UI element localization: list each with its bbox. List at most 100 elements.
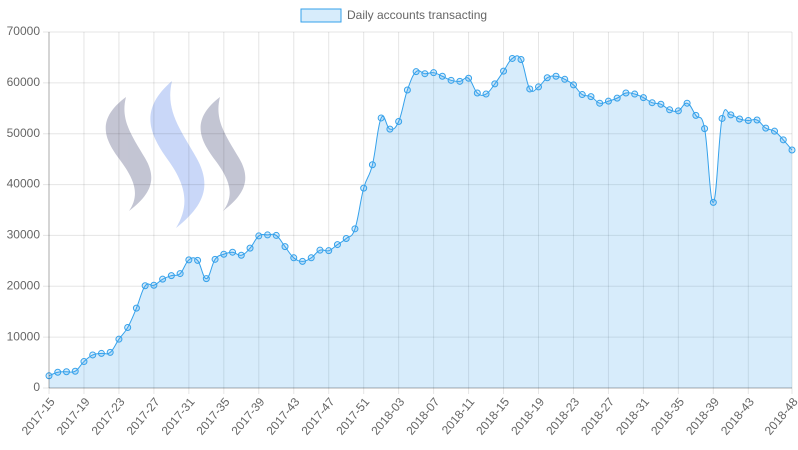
point bbox=[465, 74, 473, 82]
x-tick-label: 2017-39 bbox=[228, 395, 267, 438]
point bbox=[115, 335, 123, 343]
point bbox=[124, 323, 132, 331]
point bbox=[709, 198, 717, 206]
point bbox=[264, 231, 272, 239]
point bbox=[141, 282, 149, 290]
point bbox=[718, 114, 726, 122]
area bbox=[49, 55, 792, 388]
point bbox=[159, 275, 167, 283]
x-tick-label: 2018-31 bbox=[613, 395, 652, 438]
point bbox=[561, 75, 569, 83]
point bbox=[290, 254, 298, 262]
point bbox=[666, 106, 674, 114]
point bbox=[648, 99, 656, 107]
point bbox=[727, 111, 735, 119]
point bbox=[421, 70, 429, 78]
point bbox=[377, 114, 385, 122]
x-tick-label: 2017-47 bbox=[298, 395, 337, 438]
point bbox=[185, 256, 193, 264]
point bbox=[229, 248, 237, 256]
point bbox=[237, 251, 245, 259]
point bbox=[360, 184, 368, 192]
y-tick-label: 20000 bbox=[7, 278, 41, 292]
y-tick-label: 40000 bbox=[7, 177, 41, 191]
point bbox=[333, 241, 341, 249]
point bbox=[631, 90, 639, 98]
point bbox=[62, 368, 70, 376]
point bbox=[403, 86, 411, 94]
x-tick-label: 2017-35 bbox=[194, 395, 233, 438]
point bbox=[552, 72, 560, 80]
point bbox=[368, 161, 376, 169]
point bbox=[587, 93, 595, 101]
x-tick-label: 2018-11 bbox=[439, 395, 478, 437]
point bbox=[613, 94, 621, 102]
point bbox=[176, 270, 184, 278]
point bbox=[211, 255, 219, 263]
point bbox=[779, 136, 787, 144]
point bbox=[753, 116, 761, 124]
point bbox=[272, 231, 280, 239]
point bbox=[508, 54, 516, 62]
x-tick-label: 2017-31 bbox=[159, 395, 198, 438]
x-tick-label: 2017-51 bbox=[333, 395, 372, 438]
point bbox=[167, 272, 175, 280]
point bbox=[202, 275, 210, 283]
legend-label: Daily accounts transacting bbox=[347, 8, 487, 22]
point bbox=[150, 281, 158, 289]
point bbox=[639, 94, 647, 102]
point bbox=[762, 124, 770, 132]
point bbox=[220, 250, 228, 258]
point bbox=[578, 91, 586, 99]
y-tick-label: 50000 bbox=[7, 126, 41, 140]
point bbox=[386, 125, 394, 133]
point bbox=[80, 358, 88, 366]
point bbox=[194, 256, 202, 264]
y-tick-label: 0 bbox=[33, 380, 40, 394]
point bbox=[89, 351, 97, 359]
x-tick-label: 2018-43 bbox=[718, 395, 757, 438]
point bbox=[701, 125, 709, 133]
point bbox=[351, 225, 359, 233]
point bbox=[246, 244, 254, 252]
point bbox=[447, 76, 455, 84]
point bbox=[736, 115, 744, 123]
y-tick-label: 10000 bbox=[7, 329, 41, 343]
point bbox=[473, 89, 481, 97]
point bbox=[342, 234, 350, 242]
point bbox=[45, 372, 53, 380]
point bbox=[692, 111, 700, 119]
point bbox=[604, 97, 612, 105]
point bbox=[132, 304, 140, 312]
x-tick-label: 2018-03 bbox=[368, 395, 407, 438]
x-tick-label: 2018-39 bbox=[683, 395, 722, 438]
x-tick-label: 2018-27 bbox=[578, 395, 617, 438]
point bbox=[307, 254, 315, 262]
y-tick-label: 60000 bbox=[7, 75, 41, 89]
point bbox=[491, 80, 499, 88]
point bbox=[569, 81, 577, 89]
point bbox=[298, 257, 306, 265]
point bbox=[97, 349, 105, 357]
point bbox=[54, 368, 62, 376]
point bbox=[674, 107, 682, 115]
x-tick-label: 2018-15 bbox=[473, 395, 512, 438]
legend-swatch bbox=[300, 8, 342, 23]
y-tick-label: 30000 bbox=[7, 228, 41, 242]
point bbox=[535, 83, 543, 91]
point bbox=[788, 146, 796, 154]
x-tick-label: 2018-48 bbox=[762, 395, 798, 438]
point bbox=[438, 72, 446, 80]
point bbox=[395, 118, 403, 126]
x-tick-label: 2017-15 bbox=[19, 395, 58, 438]
point bbox=[596, 99, 604, 107]
point bbox=[316, 246, 324, 254]
x-tick-label: 2018-19 bbox=[508, 395, 547, 438]
x-tick-label: 2018-35 bbox=[648, 395, 687, 438]
point bbox=[412, 68, 420, 76]
point bbox=[517, 55, 525, 63]
point bbox=[771, 127, 779, 135]
point bbox=[622, 89, 630, 97]
point bbox=[430, 69, 438, 77]
